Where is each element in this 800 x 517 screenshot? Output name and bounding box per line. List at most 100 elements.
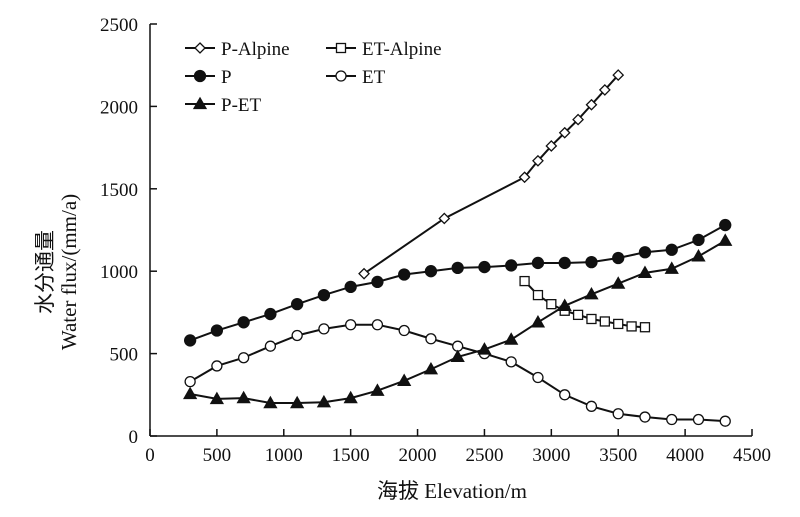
point-p-alpine-8 [598, 84, 611, 96]
point-p-et-7 [370, 383, 385, 396]
axes-layer: 0 500 1000 1500 2000 2500 3000 3500 4000 4500 0 500… [100, 15, 771, 466]
point-et-2 [237, 352, 250, 364]
point-et-13 [532, 371, 544, 384]
point-p-et-13 [530, 314, 546, 328]
point-p-7 [371, 275, 384, 289]
legend-entry-p: P [185, 67, 232, 88]
point-et-16 [612, 408, 624, 420]
legend-entry-et-alpine: ET-Alpine [326, 39, 442, 60]
point-et-alpine-9 [639, 322, 651, 333]
legend-label-et: ET [362, 67, 386, 88]
point-et-4 [291, 329, 303, 342]
point-p-2 [237, 316, 250, 329]
point-et-alpine-1 [532, 289, 544, 301]
point-et-alpine-7 [613, 318, 624, 330]
point-et-9 [425, 333, 437, 345]
x-tick-label-2000: 2000 [399, 445, 437, 466]
legend-marker-et-alpine [335, 42, 347, 54]
point-p-alpine-2 [518, 171, 531, 184]
point-et-14 [559, 389, 571, 401]
series-line-p-alpine [363, 74, 619, 275]
point-p-et-20 [718, 233, 733, 246]
legend-marker-et [335, 70, 347, 82]
legend-entry-p-et: P-ET [185, 95, 262, 116]
legend-entry-et: ET [326, 67, 386, 88]
point-p-6 [344, 280, 357, 294]
point-p-et-8 [397, 373, 412, 386]
point-et-alpine-0 [519, 275, 530, 287]
x-tick-label-1500: 1500 [332, 445, 370, 466]
point-et-3 [264, 340, 277, 352]
point-p-alpine-6 [572, 113, 585, 126]
legend-entry-p-alpine: P-Alpine [185, 39, 290, 60]
point-p-et-18 [664, 261, 679, 274]
x-tick-label-4500: 4500 [733, 445, 771, 466]
point-et-alpine-6 [599, 316, 610, 327]
point-p-et-19 [691, 249, 706, 262]
point-et-8 [398, 324, 410, 337]
y-axis-title-line-2: Water flux/(mm/a) [57, 194, 81, 350]
point-et-6 [345, 319, 357, 331]
x-tick-label-500: 500 [203, 445, 232, 466]
point-p-et-16 [611, 276, 626, 289]
x-tick-label-0: 0 [145, 445, 155, 466]
legend-marker-p-alpine [194, 42, 206, 54]
legend-marker-p-et [192, 96, 208, 110]
point-p-15 [585, 255, 598, 269]
point-p-9 [424, 265, 438, 278]
point-et-alpine-8 [626, 321, 637, 332]
legend-label-et-alpine: ET-Alpine [362, 39, 442, 60]
x-tick-label-4000: 4000 [666, 445, 704, 466]
point-p-16 [612, 251, 625, 265]
point-p-et-9 [423, 361, 439, 375]
y-tick-label-1500: 1500 [100, 180, 138, 201]
point-et-5 [318, 323, 330, 335]
point-p-11 [478, 260, 491, 274]
point-p-alpine-1 [438, 212, 451, 225]
point-et-0 [184, 375, 196, 388]
y-axis-title-line-1: 水分通量 [33, 230, 57, 314]
series-et [184, 319, 731, 427]
legend-label-p: P [221, 67, 232, 88]
point-et-12 [505, 356, 517, 368]
point-p-alpine-0 [358, 267, 370, 280]
y-tick-label-2500: 2500 [100, 15, 138, 36]
series-p-et [183, 233, 733, 409]
point-p-et-17 [637, 265, 653, 278]
y-tick-label-500: 500 [110, 345, 139, 366]
point-p-3 [264, 307, 277, 321]
point-et-18 [666, 413, 678, 426]
x-axis-title: 海拔 Elevation/m [377, 479, 527, 503]
point-et-1 [211, 360, 223, 372]
point-et-17 [639, 411, 651, 423]
legend-label-p-alpine: P-Alpine [221, 39, 290, 60]
point-p-et-0 [183, 386, 198, 400]
point-p-8 [398, 268, 411, 281]
y-tick-label-1000: 1000 [100, 262, 138, 283]
series-line-et-alpine [523, 280, 646, 329]
legend-marker-p [193, 69, 207, 83]
point-p-et-12 [504, 332, 519, 345]
point-et-19 [692, 413, 705, 426]
point-et-15 [585, 400, 598, 412]
point-p-et-6 [343, 390, 358, 404]
series-et-alpine [519, 275, 651, 333]
point-p-17 [638, 246, 652, 259]
point-p-12 [505, 259, 518, 272]
point-p-alpine-9 [612, 69, 625, 82]
x-tick-label-2500: 2500 [465, 445, 503, 466]
point-et-20 [719, 415, 731, 427]
point-et-alpine-2 [546, 299, 557, 310]
point-p-alpine-7 [585, 98, 598, 111]
point-p-alpine-5 [558, 126, 571, 139]
point-p-20 [719, 218, 732, 232]
y-tick-label-2000: 2000 [100, 97, 138, 118]
point-p-et-3 [263, 395, 278, 409]
point-et-7 [371, 319, 384, 331]
point-p-5 [317, 288, 331, 302]
point-et-alpine-4 [572, 309, 584, 321]
y-tick-label-0: 0 [129, 427, 139, 448]
point-p-et-11 [477, 342, 492, 355]
x-tick-label-1000: 1000 [265, 445, 303, 466]
